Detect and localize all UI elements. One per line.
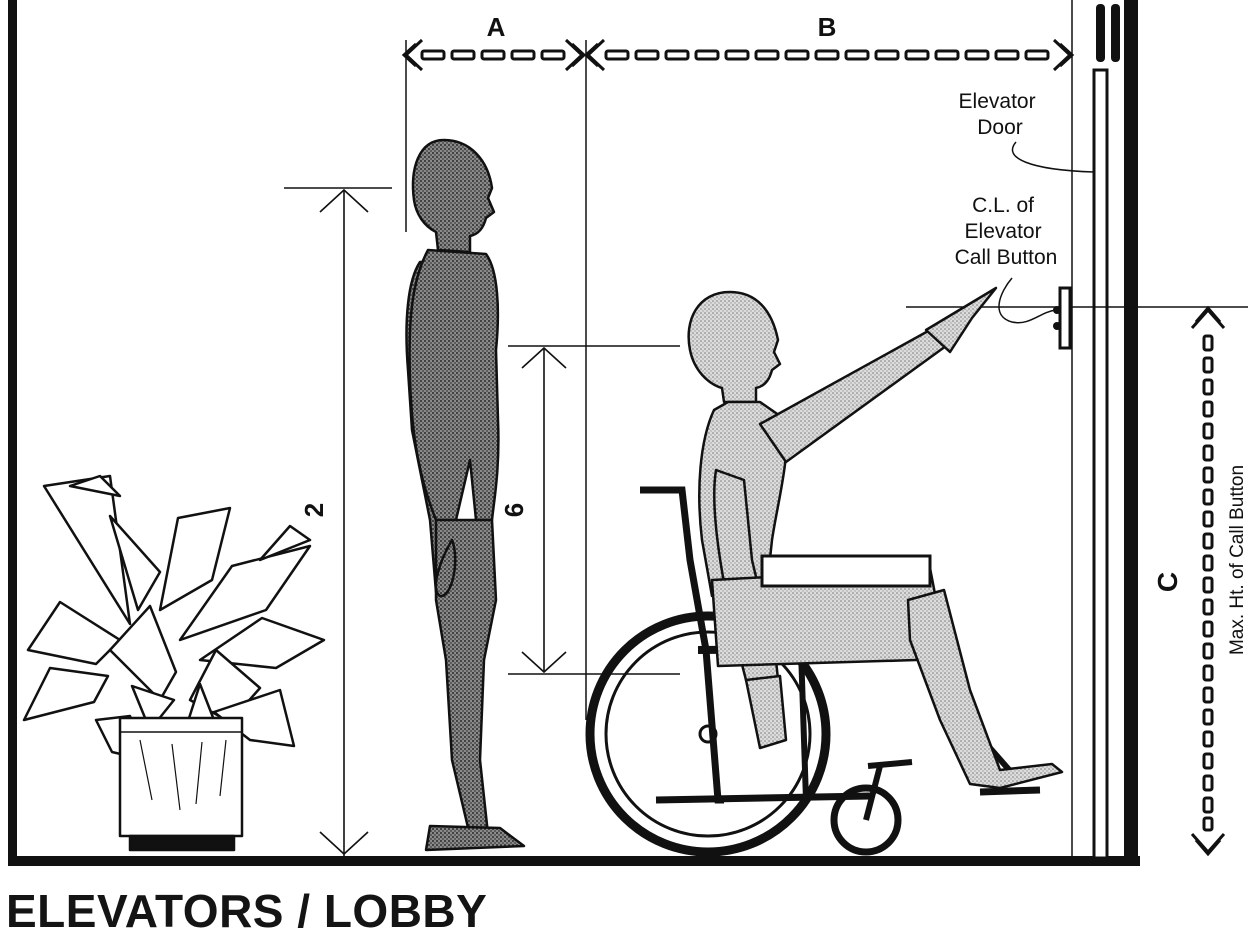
elevator-door-label-line-1: Elevator — [959, 90, 1036, 113]
dimension-c-arrow — [1190, 305, 1226, 857]
room-walls — [8, 0, 1140, 866]
dimension-6-arrow — [508, 345, 680, 675]
elevator-door-leader — [1011, 141, 1095, 173]
dimension-2-label: 2 — [299, 503, 329, 517]
elevator-door-label: Elevator Door — [959, 90, 1042, 139]
wheelchair-seat — [760, 554, 932, 588]
elevator-door — [1071, 0, 1120, 860]
dimension-6-label: 6 — [499, 503, 529, 517]
standing-figure — [405, 138, 526, 852]
diagram-canvas: A B 2 6 — [8, 0, 1248, 866]
call-button-label-line-2: Elevator — [965, 220, 1042, 243]
diagram-title: ELEVATORS / LOBBY — [6, 885, 488, 937]
potted-plant — [22, 474, 326, 852]
wheelchair — [585, 486, 1041, 857]
dimension-2-arrow — [284, 187, 392, 856]
call-button-label-line-1: C.L. of — [972, 194, 1034, 217]
dimension-c-label: C — [1152, 572, 1183, 592]
call-button-label: C.L. of Elevator Call Button — [955, 194, 1058, 269]
call-button-label-line-3: Call Button — [955, 246, 1058, 269]
dimension-a-label: A — [487, 12, 506, 42]
dimension-b-arrow — [583, 38, 1075, 72]
dimension-a-arrow — [401, 38, 587, 72]
max-height-label: Max. Ht. of Call Button — [1227, 465, 1248, 655]
call-button-panel — [1053, 286, 1072, 350]
seated-figure — [687, 286, 1064, 790]
call-button-leader — [998, 277, 1057, 324]
elevator-door-label-line-2: Door — [977, 116, 1023, 139]
dimension-b-label: B — [818, 12, 837, 42]
